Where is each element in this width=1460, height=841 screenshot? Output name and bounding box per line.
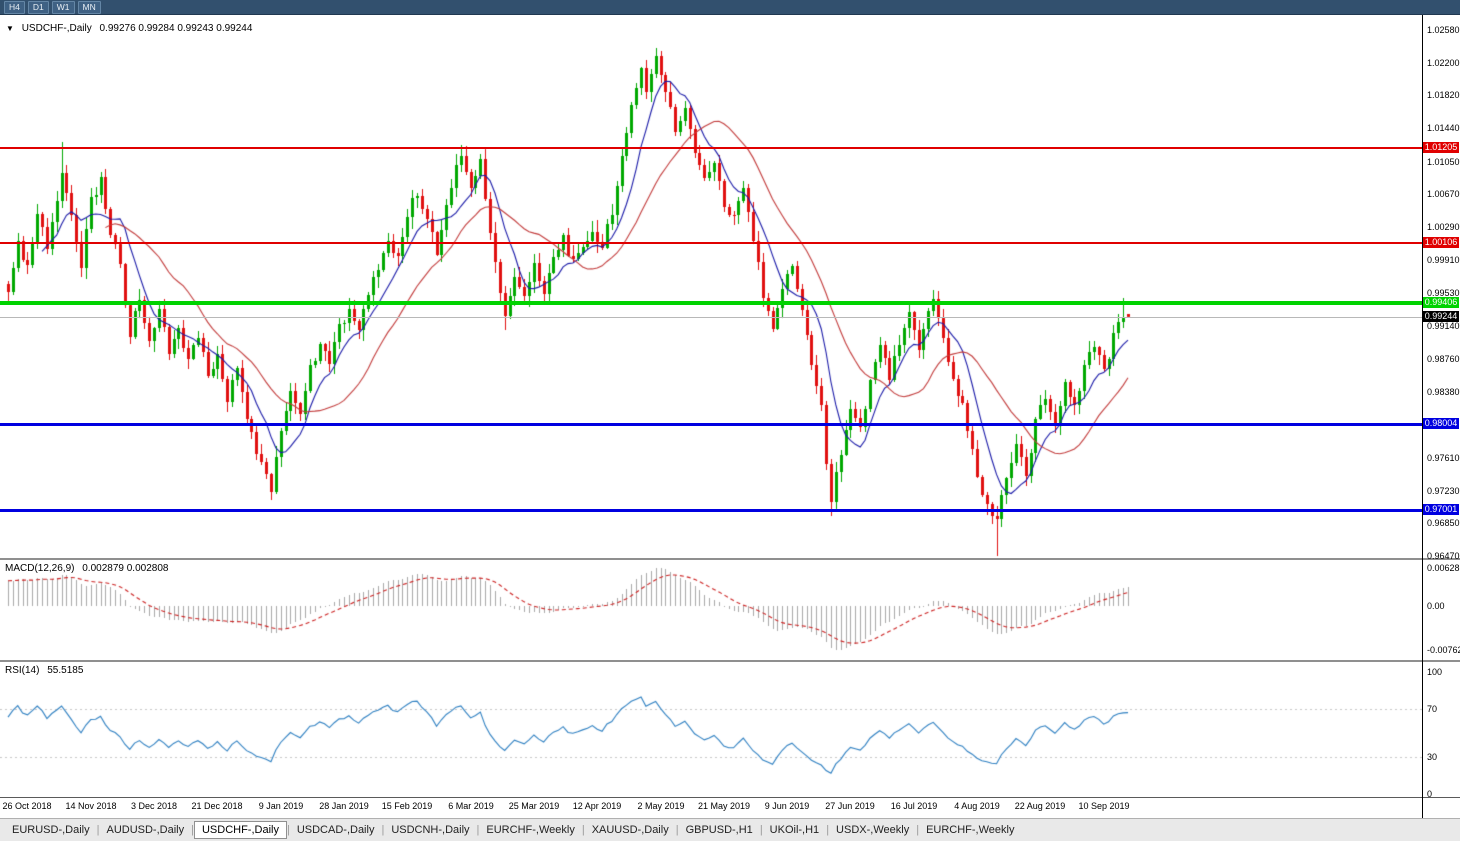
date-axis-label: 3 Dec 2018 [130,801,178,811]
date-axis-label: 9 Jan 2019 [258,801,304,811]
support-line-blue-2[interactable] [0,509,1422,512]
date-axis-label: 21 May 2019 [697,801,751,811]
chart-tab-audusd-daily[interactable]: AUDUSD-,Daily [106,824,185,836]
tab-separator: | [759,824,763,836]
chart-tab-xauusd-daily[interactable]: XAUUSD-,Daily [591,824,669,836]
date-axis-label: 6 Mar 2019 [448,801,494,811]
timeframe-button-mn[interactable]: MN [77,0,101,14]
chart-symbol-label: USDCHF-,Daily [21,23,92,34]
price-axis-label: 0.97610 [1427,453,1460,463]
support-line-blue-1[interactable] [0,423,1422,426]
date-axis-label: 25 Mar 2019 [508,801,560,811]
price-axis-label: 0.99140 [1427,321,1460,331]
tab-separator: | [675,824,679,836]
chart-title: ▼ USDCHF-,Daily 0.99276 0.99284 0.99243 … [6,23,257,34]
rsi-title: RSI(14) 55.5185 [5,665,88,676]
price-axis-label: 0.98760 [1427,354,1460,364]
macd-axis-label: 0.00 [1427,601,1445,611]
macd-indicator-label: MACD(12,26,9) [5,563,75,574]
tab-separator: | [916,824,920,836]
price-axis-label: 1.01820 [1427,90,1460,100]
chart-ohlc-values: 0.99276 0.99284 0.99243 0.99244 [99,23,253,34]
resistance-line-1-price-tag: 1.01205 [1423,142,1459,153]
rsi-indicator-label: RSI(14) [5,665,40,676]
date-axis-label: 4 Aug 2019 [954,801,1000,811]
price-axis-label: 0.96470 [1427,551,1460,561]
timeframe-button-d1[interactable]: D1 [27,0,49,14]
support-line-green-price-tag: 0.99406 [1423,297,1459,308]
chart-tab-usdx-weekly[interactable]: USDX-,Weekly [836,824,910,836]
resistance-line-2-price-tag: 1.00106 [1423,237,1459,248]
panel-divider[interactable] [0,660,1460,662]
tab-separator: | [826,824,830,836]
macd-axis-label: 0.006286 [1427,563,1460,573]
chart-workspace: ▼ USDCHF-,Daily 0.99276 0.99284 0.99243 … [0,15,1460,818]
resistance-line-1[interactable] [0,147,1422,149]
tab-separator: | [96,824,100,836]
rsi-axis-label: 30 [1427,752,1438,762]
tab-separator: | [476,824,480,836]
price-axis-label: 1.01440 [1427,123,1460,133]
price-axis-label: 0.99530 [1427,288,1460,298]
chart-tab-usdchf-daily[interactable]: USDCHF-,Daily [193,821,287,839]
rsi-axis-label: 100 [1427,667,1443,677]
chart-tab-ukoil-h1[interactable]: UKOil-,H1 [769,824,820,836]
support-line-blue-2-price-tag: 0.97001 [1423,504,1459,515]
rsi-axis-label: 70 [1427,704,1438,714]
macd-indicator-values: 0.002879 0.002808 [82,563,169,574]
chart-dropdown-icon[interactable]: ▼ [6,24,14,33]
current-price-line[interactable] [0,317,1422,318]
macd-title: MACD(12,26,9) 0.002879 0.002808 [5,563,173,574]
price-axis-label: 0.98380 [1427,387,1460,397]
support-line-blue-1-price-tag: 0.98004 [1423,418,1459,429]
price-chart-canvas[interactable] [0,15,1422,558]
date-axis-label: 22 Aug 2019 [1014,801,1066,811]
tab-separator: | [581,824,585,836]
chart-tab-eurusd-daily[interactable]: EURUSD-,Daily [12,824,90,836]
support-line-green[interactable] [0,301,1422,305]
rsi-indicator-value: 55.5185 [47,665,84,676]
date-axis-label: 26 Oct 2018 [2,801,52,811]
chart-tab-eurchf-weekly[interactable]: EURCHF-,Weekly [486,824,575,836]
date-axis-label: 9 Jun 2019 [764,801,810,811]
macd-axis-label: -0.00762 [1427,645,1460,655]
panel-divider [0,797,1460,798]
date-axis-label: 2 May 2019 [637,801,685,811]
resistance-line-2[interactable] [0,242,1422,244]
price-axis-label: 1.00670 [1427,189,1460,199]
tab-separator: | [286,824,290,836]
chart-tab-eurchf-weekly[interactable]: EURCHF-,Weekly [926,824,1015,836]
chart-tab-usdcnh-daily[interactable]: USDCNH-,Daily [391,824,470,836]
chart-tab-usdcad-daily[interactable]: USDCAD-,Daily [296,824,375,836]
price-axis-border [1422,15,1423,818]
price-axis-label: 1.00290 [1427,222,1460,232]
price-axis-label: 0.97230 [1427,486,1460,496]
price-axis-label: 1.02200 [1427,58,1460,68]
price-axis-label: 1.01050 [1427,157,1460,167]
date-axis-label: 12 Apr 2019 [572,801,622,811]
timeframe-toolbar: H4 D1 W1 MN [0,0,1460,15]
tab-separator: | [191,824,194,836]
timeframe-button-h4[interactable]: H4 [4,0,25,14]
tab-separator: | [381,824,385,836]
chart-tab-bar: EURUSD-,Daily | AUDUSD-,Daily | USDCHF-,Dail… [0,818,1460,841]
date-axis-label: 15 Feb 2019 [381,801,433,811]
date-axis-label: 10 Sep 2019 [1078,801,1130,811]
macd-canvas[interactable] [0,560,1422,660]
date-axis-label: 14 Nov 2018 [65,801,117,811]
date-axis-label: 21 Dec 2018 [191,801,243,811]
date-axis-label: 27 Jun 2019 [825,801,875,811]
price-axis-label: 0.99910 [1427,255,1460,265]
rsi-axis-label: 0 [1427,789,1433,799]
timeframe-button-w1[interactable]: W1 [51,0,75,14]
price-axis-label: 1.02580 [1427,25,1460,35]
date-axis-label: 16 Jul 2019 [890,801,938,811]
price-axis-label: 0.96850 [1427,518,1460,528]
rsi-canvas[interactable] [0,662,1422,797]
chart-tab-gbpusd-h1[interactable]: GBPUSD-,H1 [685,824,753,836]
panel-divider[interactable] [0,558,1460,560]
date-axis-label: 28 Jan 2019 [319,801,369,811]
current-price-line-price-tag: 0.99244 [1423,311,1459,322]
